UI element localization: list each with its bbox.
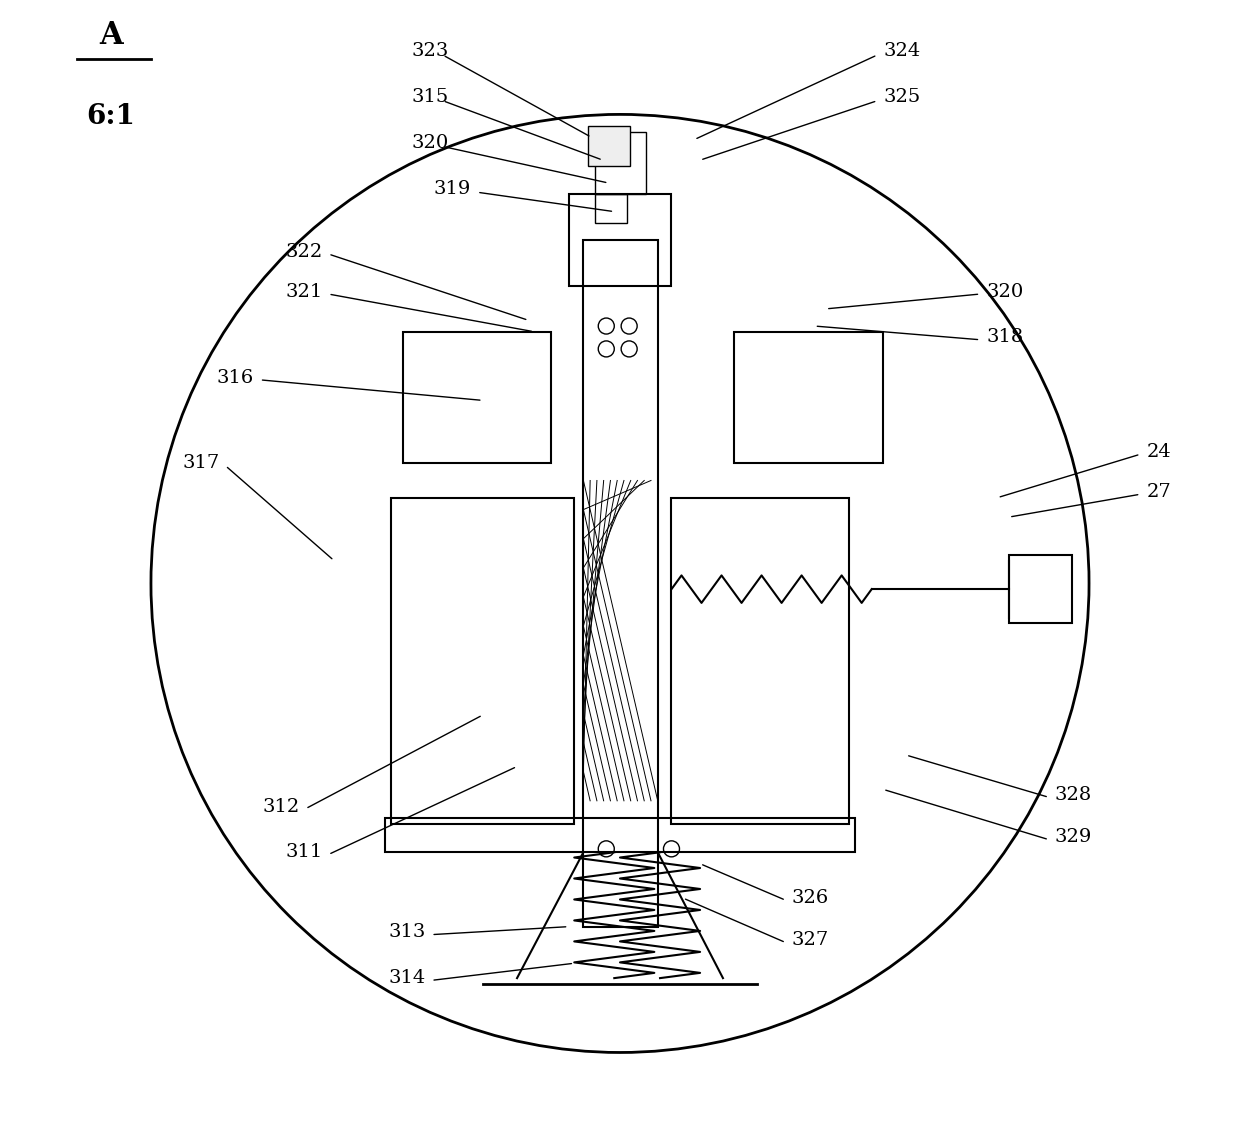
Text: 328: 328 — [1055, 786, 1092, 804]
Text: 320: 320 — [986, 283, 1023, 301]
Bar — [568, 194, 672, 286]
Text: 318: 318 — [986, 328, 1023, 347]
Bar — [391, 498, 574, 824]
Bar — [588, 126, 630, 166]
Bar — [1009, 555, 1071, 623]
Text: 314: 314 — [388, 969, 425, 987]
Text: 313: 313 — [388, 923, 425, 942]
Text: A: A — [99, 21, 123, 51]
Bar — [734, 332, 883, 463]
Text: 316: 316 — [217, 368, 254, 387]
Text: 319: 319 — [434, 180, 471, 198]
Text: 317: 317 — [182, 454, 219, 472]
Text: 324: 324 — [883, 42, 920, 61]
Text: 320: 320 — [412, 134, 449, 152]
Text: 6:1: 6:1 — [87, 103, 135, 130]
Text: 315: 315 — [412, 88, 449, 106]
Bar — [595, 194, 627, 223]
Text: 323: 323 — [410, 42, 449, 61]
Bar — [386, 818, 854, 852]
Text: 327: 327 — [791, 931, 828, 950]
Text: 312: 312 — [263, 797, 300, 816]
Bar — [595, 132, 646, 194]
Text: 329: 329 — [1055, 828, 1092, 847]
Text: 322: 322 — [285, 243, 322, 261]
Bar — [403, 332, 552, 463]
Bar — [583, 240, 657, 927]
Text: 325: 325 — [883, 88, 920, 106]
Text: 27: 27 — [1146, 483, 1171, 501]
Bar — [672, 498, 849, 824]
Text: 326: 326 — [791, 889, 828, 907]
Text: 24: 24 — [1146, 443, 1171, 461]
Text: 321: 321 — [285, 283, 322, 301]
Text: 311: 311 — [285, 843, 322, 861]
